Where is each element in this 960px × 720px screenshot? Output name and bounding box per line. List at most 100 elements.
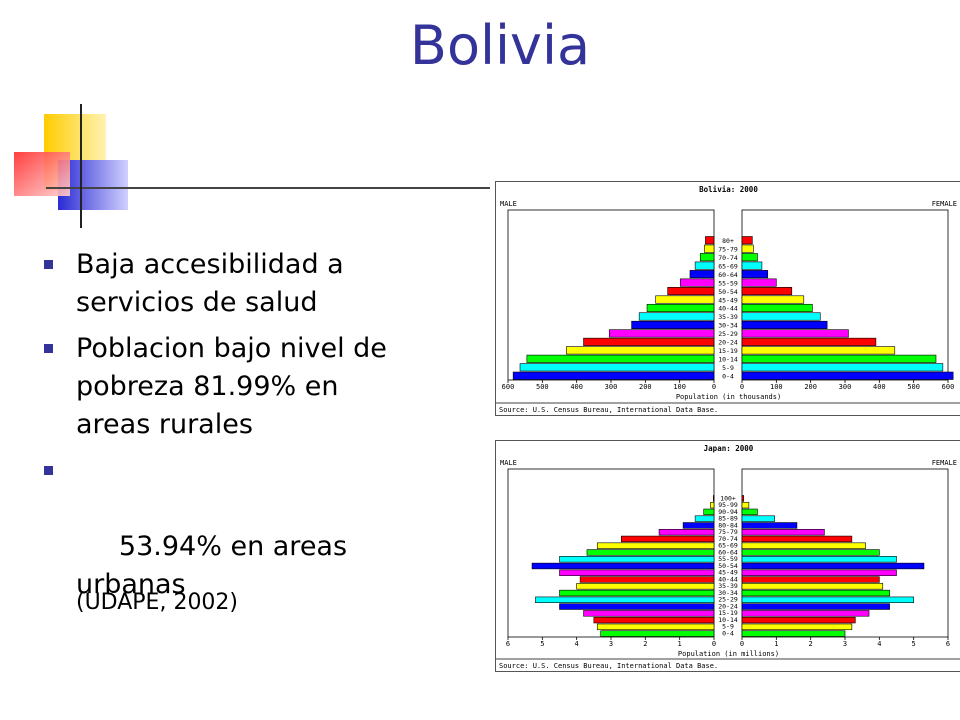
x-tick-label: 2 [809, 640, 813, 648]
female-bar [741, 562, 925, 570]
chart-source: Source: U.S. Census Bureau, Internationa… [499, 662, 718, 670]
female-bar [741, 320, 828, 329]
bullet-item: Baja accesibilidad a servicios de salud [44, 246, 404, 322]
x-tick-label: 0 [712, 383, 716, 391]
slide-title: Bolivia [409, 14, 591, 77]
age-group-label: 0-4 [722, 373, 734, 381]
female-label: FEMALE [932, 200, 957, 208]
x-tick-label: 200 [804, 383, 817, 391]
age-group-label: 60-64 [718, 271, 738, 279]
male-bar [596, 542, 715, 549]
age-group-label: 25-29 [718, 596, 738, 604]
x-tick-label: 2 [643, 640, 647, 648]
bullet-text: Poblacion bajo nivel de pobreza 81.99% e… [76, 333, 387, 440]
chart-title: Japan: 2000 [704, 444, 754, 453]
female-bar [741, 261, 763, 270]
male-bar [682, 522, 715, 529]
bullet-item: 53.94% en areas urbanas [44, 452, 404, 642]
x-axis-label: Population (in millions) [678, 650, 779, 658]
source-note: (UDAPE, 2002) [76, 590, 239, 615]
age-group-label: 25-29 [718, 330, 738, 338]
x-tick-label: 300 [839, 383, 852, 391]
age-group-label: 75-79 [718, 245, 738, 253]
x-axis-label: Population (in thousands) [676, 393, 781, 401]
age-group-label: 30-34 [718, 589, 738, 597]
male-bar [699, 253, 715, 262]
male-bar [621, 535, 715, 543]
age-group-label: 15-19 [718, 347, 738, 355]
age-group-label: 100+ [720, 494, 736, 502]
age-group-label: 50-54 [718, 288, 738, 296]
age-group-label: 80+ [722, 237, 734, 245]
bullet-text: 53.94% en areas urbanas [76, 531, 356, 600]
male-bar [559, 569, 715, 576]
x-tick-label: 600 [942, 383, 955, 391]
age-group-label: 0-4 [722, 630, 734, 638]
age-group-label: 40-44 [718, 305, 738, 313]
male-bar [694, 261, 715, 270]
decorative-corner-graphic [14, 104, 490, 228]
bullet-square-icon [44, 260, 53, 269]
female-bar [741, 623, 853, 631]
male-bar [519, 363, 715, 372]
male-bar [689, 270, 715, 279]
x-tick-label: 0 [740, 383, 744, 391]
male-bar [586, 549, 715, 556]
male-bar [535, 596, 715, 603]
x-tick-label: 5 [912, 640, 916, 648]
age-group-label: 20-24 [718, 339, 738, 347]
female-bar [741, 312, 821, 321]
female-bar [741, 549, 880, 556]
age-group-label: 35-39 [718, 582, 738, 590]
female-bar [741, 569, 897, 576]
x-tick-label: 200 [639, 383, 652, 391]
x-tick-label: 6 [946, 640, 950, 648]
x-tick-label: 4 [877, 640, 881, 648]
age-group-label: 50-54 [718, 562, 738, 570]
female-bar [741, 253, 758, 262]
male-bar [531, 562, 715, 570]
male-bar [680, 278, 715, 287]
age-group-label: 60-64 [718, 548, 738, 556]
bullet-list: Baja accesibilidad a servicios de salud … [44, 246, 404, 650]
male-bar [667, 287, 715, 296]
male-bar [596, 623, 715, 631]
x-tick-label: 3 [609, 640, 613, 648]
age-group-label: 30-34 [718, 322, 738, 330]
age-group-label: 95-99 [718, 501, 738, 509]
male-bar [579, 576, 715, 583]
male-bar [638, 312, 715, 321]
male-bar [583, 337, 715, 346]
x-tick-label: 0 [712, 640, 716, 648]
female-bar [741, 589, 890, 597]
age-group-label: 85-89 [718, 515, 738, 523]
age-group-label: 65-69 [718, 262, 738, 270]
female-bar [741, 616, 856, 624]
age-group-label: 70-74 [718, 535, 738, 543]
age-group-label: 75-79 [718, 528, 738, 536]
female-bar [741, 236, 753, 245]
age-group-label: 20-24 [718, 602, 738, 610]
x-tick-label: 300 [605, 383, 618, 391]
female-bar [741, 295, 805, 304]
female-bar [741, 556, 897, 563]
male-bar [559, 603, 715, 610]
age-group-label: 10-14 [718, 616, 738, 624]
bullet-square-icon [44, 344, 53, 353]
x-tick-label: 0 [740, 640, 744, 648]
male-bar [713, 495, 715, 502]
male-bar [559, 556, 715, 563]
female-bar [741, 495, 745, 502]
male-bar [583, 610, 715, 617]
male-bar [655, 295, 715, 304]
female-bar [741, 596, 914, 603]
x-tick-label: 1 [678, 640, 682, 648]
female-bar [741, 630, 846, 637]
age-group-label: 45-49 [718, 296, 738, 304]
male-label: MALE [500, 459, 517, 467]
x-tick-label: 500 [536, 383, 549, 391]
age-group-label: 55-59 [718, 279, 738, 287]
male-bar [526, 354, 715, 363]
male-bar [658, 529, 715, 536]
male-bar [608, 329, 715, 338]
